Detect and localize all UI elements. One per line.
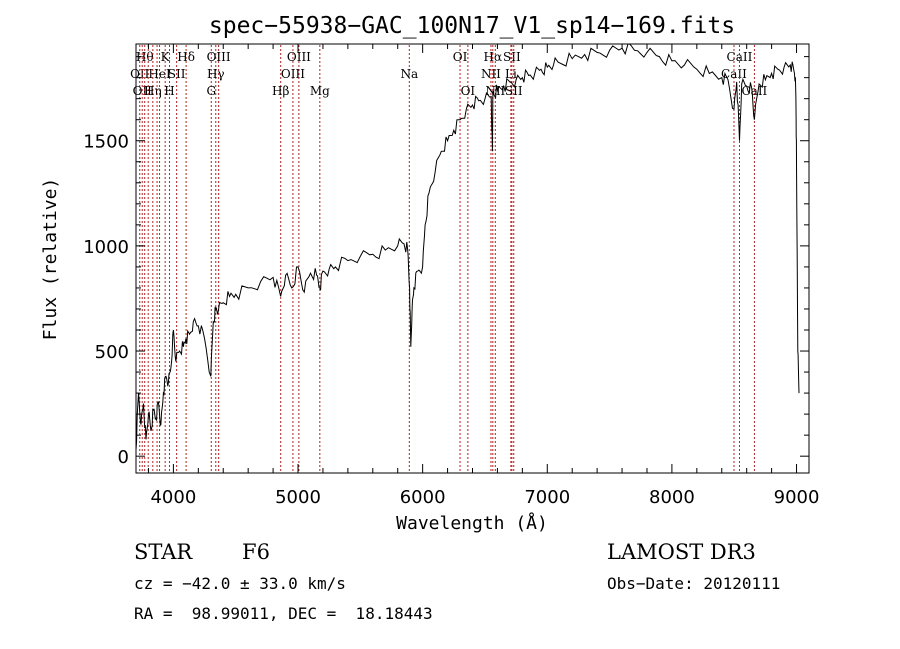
line-label: SII	[505, 84, 523, 98]
spectrum-line	[136, 44, 800, 450]
observation-date: Obs−Date: 20120111	[607, 574, 781, 593]
x-axis: 4000 5000 6000 7000 8000 9000	[147, 44, 820, 508]
x-tick-label: 8000	[649, 487, 695, 508]
line-label: G	[206, 84, 216, 98]
coordinates: RA = 98.99011, DEC = 18.18443	[134, 604, 433, 623]
x-tick-label: 9000	[774, 487, 820, 508]
y-tick-label: 0	[118, 447, 129, 468]
line-label: OIII	[281, 67, 305, 81]
line-label: CaII	[741, 84, 767, 98]
plot-frame	[135, 43, 810, 474]
x-tick-label: 5000	[275, 487, 321, 508]
line-label: H	[164, 84, 174, 98]
y-tick-label: 500	[95, 342, 129, 363]
line-label: NII	[481, 67, 501, 81]
line-label: CaII	[727, 50, 753, 64]
line-label: OI	[453, 50, 468, 64]
x-tick-label: 7000	[524, 487, 570, 508]
line-label: Li	[505, 67, 517, 81]
line-label: Hγ	[207, 67, 225, 81]
line-label: SII	[503, 50, 521, 64]
spectral-line-markers: OIIOIIHθHηHeIKHSIIHδGHγOIIIHβOIIIOIIIMgN…	[130, 45, 768, 472]
x-tick-label: 4000	[150, 487, 196, 508]
x-axis-label: Wavelength (Å)	[396, 512, 548, 534]
object-class: STAR	[134, 540, 193, 564]
line-label: Mg	[310, 84, 330, 98]
spectrum-series	[136, 44, 800, 450]
x-tick-label: 6000	[400, 487, 446, 508]
object-subclass: F6	[242, 540, 270, 564]
y-tick-label: 1500	[83, 132, 129, 153]
line-label: OIII	[207, 50, 231, 64]
y-tick-label: 1000	[83, 237, 129, 258]
y-axis-label: Flux (relative)	[40, 178, 61, 341]
line-label: Hη	[144, 84, 162, 98]
line-label: CaII	[721, 67, 747, 81]
line-label: Hδ	[177, 50, 195, 64]
chart-title: spec−55938−GAC_100N17_V1_sp14−169.fits	[209, 13, 735, 39]
line-label: Na	[400, 67, 418, 81]
line-label: OI	[461, 84, 476, 98]
line-label: Hβ	[272, 84, 289, 98]
redshift-velocity: cz = −42.0 ± 33.0 km/s	[134, 574, 346, 593]
survey-name: LAMOST DR3	[607, 540, 756, 564]
line-label: SII	[168, 67, 186, 81]
y-axis: 0 500 1000 1500	[83, 56, 809, 468]
line-label: OII	[130, 67, 150, 81]
line-label: OIII	[287, 50, 311, 64]
line-label: OII	[133, 84, 153, 98]
line-label: K	[161, 50, 171, 64]
line-label: Hθ	[136, 50, 154, 64]
line-label: Hα	[484, 50, 503, 64]
